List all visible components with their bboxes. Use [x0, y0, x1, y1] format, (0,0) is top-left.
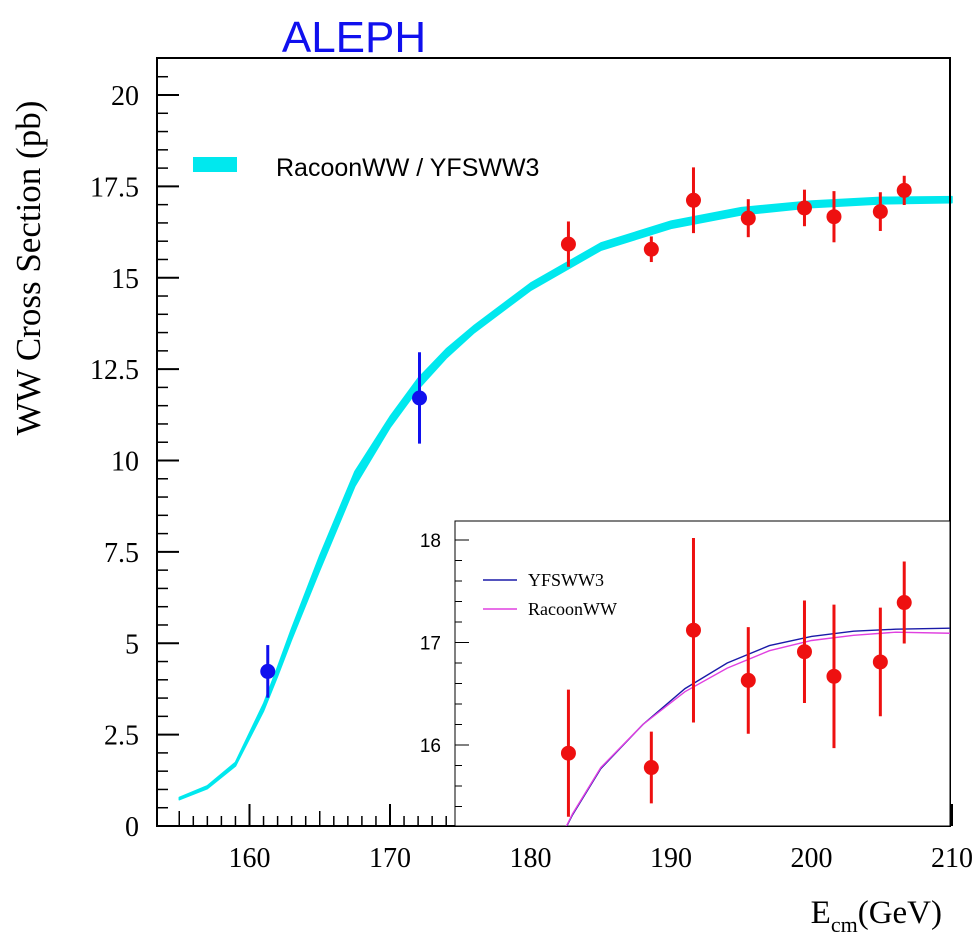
- inset-data-point: [872, 654, 888, 670]
- inset-frame: [454, 520, 951, 827]
- inset-data-point: [826, 668, 842, 684]
- inset-data-point: [560, 745, 576, 761]
- y-tick-label: 15: [111, 264, 139, 295]
- x-tick-label: 210: [931, 843, 973, 874]
- data-point: [896, 182, 912, 198]
- data-point: [826, 209, 842, 225]
- inset-plot: 16 17 18 YFSWW3 RacoonWW: [420, 520, 951, 827]
- inset-data-point: [896, 595, 912, 611]
- y-tick-label: 20: [111, 81, 139, 112]
- y-tick-label: 17.5: [90, 172, 139, 203]
- x-axis-label: Ecm(GeV): [811, 895, 942, 937]
- inset-y-tick-label: 17: [420, 634, 441, 655]
- x-tick-label: 190: [650, 843, 692, 874]
- x-tick-label: 170: [369, 843, 411, 874]
- theory-band: [178, 195, 953, 801]
- y-tick-label: 0: [125, 812, 139, 843]
- y-axis-label: WW Cross Section (pb): [9, 101, 48, 436]
- y-tick-label: 7.5: [104, 538, 139, 569]
- inset-body: [560, 537, 950, 826]
- legend-swatch: [193, 157, 237, 172]
- data-point: [872, 204, 888, 220]
- inset-data-point: [643, 760, 659, 776]
- legend-label: RacoonWW / YFSWW3: [276, 154, 539, 182]
- chart-title: ALEPH: [282, 13, 426, 62]
- inset-curve-racoonww: [565, 631, 950, 826]
- inset-data-point: [685, 622, 701, 638]
- data-point: [260, 663, 276, 679]
- y-tick-label: 5: [125, 629, 139, 660]
- inset-legend-label-racoonww: RacoonWW: [528, 599, 617, 619]
- data-point: [685, 192, 701, 208]
- x-axis-label-unit: (GeV): [858, 895, 942, 931]
- y-tick-label: 2.5: [104, 721, 139, 752]
- data-point: [740, 210, 756, 226]
- inset-legend-label-yfsww3: YFSWW3: [528, 570, 604, 590]
- inset-y-tick-label: 16: [420, 736, 441, 757]
- data-point: [643, 241, 659, 257]
- x-axis-label-subscript: cm: [831, 912, 858, 937]
- data-point: [412, 390, 428, 406]
- inset-y-tick-label: 18: [420, 531, 441, 552]
- inset-data-point: [740, 672, 756, 688]
- x-axis-label-main: E: [811, 895, 831, 931]
- data-point: [560, 236, 576, 252]
- inset-data-point: [796, 644, 812, 660]
- y-tick-label: 10: [111, 447, 139, 478]
- x-tick-label: 200: [791, 843, 833, 874]
- x-tick-label: 160: [229, 843, 271, 874]
- data-point: [796, 200, 812, 216]
- y-axis-label-group: WW Cross Section (pb): [9, 101, 48, 436]
- y-tick-label: 12.5: [90, 355, 139, 386]
- x-tick-label: 180: [510, 843, 552, 874]
